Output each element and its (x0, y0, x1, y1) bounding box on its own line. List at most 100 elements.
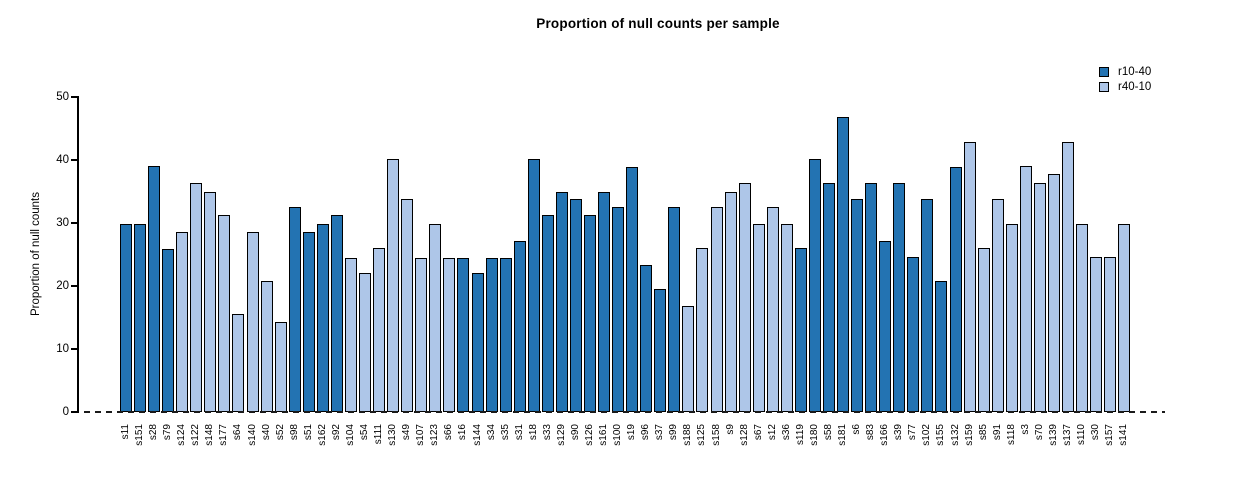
y-tick-mark-40 (71, 159, 78, 161)
bar-s11 (120, 224, 132, 412)
x-tick-label-s104: s104 (344, 424, 356, 446)
bar-s129 (555, 191, 568, 412)
x-tick-label-s3: s3 (1019, 424, 1031, 435)
x-tick-label-s123: s123 (429, 424, 441, 446)
x-tick-label-s125: s125 (696, 424, 708, 446)
y-tick-mark-10 (71, 348, 78, 350)
y-tick-label-10: 10 (56, 342, 69, 355)
x-tick-label-s137: s137 (1062, 424, 1074, 446)
x-tick-label-s141: s141 (1118, 424, 1130, 446)
x-tick-label-s12: s12 (766, 424, 778, 441)
x-tick-label-s19: s19 (626, 424, 638, 441)
bar-s6 (851, 199, 864, 412)
x-tick-label-s119: s119 (794, 424, 806, 445)
bar-s12 (766, 207, 779, 412)
bar-s104 (344, 257, 357, 412)
x-tick-label-s77: s77 (907, 424, 919, 441)
bar-s110 (1076, 224, 1089, 412)
x-tick-label-s91: s91 (991, 424, 1003, 441)
x-tick-label-s155: s155 (935, 424, 947, 446)
bar-s111 (373, 248, 386, 412)
bar-s157 (1104, 257, 1117, 412)
bar-s132 (949, 166, 962, 412)
x-tick-label-s102: s102 (921, 424, 933, 446)
x-tick-label-s181: s181 (837, 424, 849, 446)
chart-title: Proportion of null counts per sample (536, 16, 780, 31)
x-tick-label-s90: s90 (569, 424, 581, 441)
bar-s181 (837, 117, 850, 412)
bar-s67 (752, 224, 765, 412)
x-tick-label-s16: s16 (457, 424, 469, 441)
bar-s126 (583, 215, 596, 412)
bar-s92 (330, 215, 343, 412)
bar-s122 (190, 182, 203, 412)
bar-s139 (1047, 174, 1060, 412)
x-tick-label-s67: s67 (752, 424, 764, 441)
bar-s40 (260, 280, 273, 412)
x-tick-label-s28: s28 (148, 424, 160, 441)
bar-s144 (471, 273, 484, 412)
bar-s124 (176, 232, 189, 412)
x-tick-label-s18: s18 (527, 424, 539, 441)
x-tick-label-s36: s36 (780, 424, 792, 441)
bar-s70 (1033, 182, 1046, 412)
bar-s52 (274, 321, 287, 412)
x-tick-label-s188: s188 (682, 424, 694, 446)
bar-s130 (387, 158, 400, 412)
bar-s77 (907, 257, 920, 412)
y-tick-mark-0 (71, 411, 78, 413)
bar-s180 (808, 158, 821, 412)
bar-s90 (569, 199, 582, 412)
bar-s162 (316, 224, 329, 412)
bar-s119 (794, 248, 807, 412)
zero-baseline-dashed (84, 411, 1165, 413)
legend: r10-40 r40-10 (1099, 66, 1151, 93)
bar-s34 (485, 257, 498, 412)
y-tick-mark-50 (71, 96, 78, 98)
bar-s19 (626, 166, 639, 412)
bar-s99 (668, 207, 681, 412)
x-tick-label-s157: s157 (1104, 424, 1116, 446)
bar-s166 (879, 240, 892, 412)
bar-s18 (527, 158, 540, 412)
bar-s125 (696, 248, 709, 412)
x-tick-label-s180: s180 (808, 424, 820, 446)
legend-label: r40-10 (1118, 81, 1152, 93)
x-tick-label-s110: s110 (1076, 424, 1088, 445)
bar-s64 (232, 313, 245, 412)
y-tick-label-30: 30 (56, 216, 69, 229)
x-tick-label-s98: s98 (288, 424, 300, 441)
bar-s54 (359, 273, 372, 412)
bar-s37 (654, 289, 667, 412)
bar-s83 (865, 182, 878, 412)
x-tick-label-s33: s33 (541, 424, 553, 441)
x-tick-label-s111: s111 (373, 424, 385, 445)
y-axis-title: Proportion of null counts (30, 191, 42, 317)
x-tick-label-s49: s49 (401, 424, 413, 441)
x-tick-label-s148: s148 (204, 424, 216, 446)
bar-s148 (204, 191, 217, 412)
bar-s28 (148, 166, 161, 412)
y-tick-label-20: 20 (56, 279, 69, 292)
x-tick-label-s64: s64 (232, 424, 244, 441)
x-tick-label-s122: s122 (190, 424, 202, 446)
bar-s118 (1005, 224, 1018, 412)
bar-s128 (738, 182, 751, 412)
x-tick-label-s162: s162 (316, 424, 328, 446)
bar-s151 (134, 224, 147, 412)
x-tick-label-s144: s144 (471, 424, 483, 446)
bar-s100 (612, 207, 625, 412)
x-tick-label-s140: s140 (246, 424, 258, 446)
x-tick-label-s35: s35 (499, 424, 511, 441)
y-tick-mark-20 (71, 285, 78, 287)
legend-item-r10-40: r10-40 (1099, 66, 1151, 78)
x-tick-label-s158: s158 (710, 424, 722, 446)
x-tick-label-s151: s151 (134, 424, 146, 446)
bar-s91 (991, 199, 1004, 412)
x-tick-label-s161: s161 (598, 424, 610, 446)
x-tick-label-s58: s58 (823, 424, 834, 441)
bar-s31 (513, 240, 526, 412)
x-tick-label-s54: s54 (359, 424, 371, 441)
bar-s141 (1118, 224, 1131, 412)
x-tick-label-s66: s66 (443, 424, 455, 441)
